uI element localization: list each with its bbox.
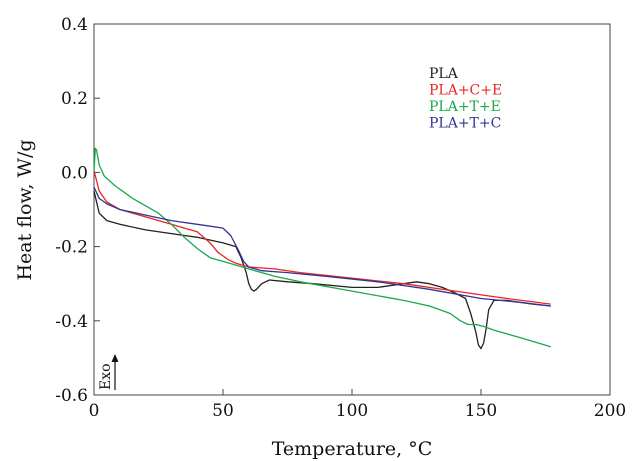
exo-label: Exo bbox=[98, 363, 114, 390]
x-tick-label: 50 bbox=[212, 401, 234, 421]
series-lines bbox=[93, 147, 551, 350]
plot-frame bbox=[93, 23, 611, 396]
legend-entry: PLA+C+E bbox=[429, 83, 502, 99]
y-tick-label: 0.2 bbox=[61, 89, 88, 109]
series-line-pla-t-c bbox=[93, 186, 551, 307]
legend-entry: PLA+T+E bbox=[429, 99, 501, 115]
y-tick-label: -0.4 bbox=[55, 312, 88, 332]
axis-ticks: 0 50 100 150 200 0.4 0.2 0.0 -0.2 -0.4 -0.6 bbox=[55, 15, 626, 421]
x-tick-label: 0 bbox=[89, 401, 100, 421]
series-line-pla bbox=[93, 190, 551, 350]
exo-arrow-icon bbox=[111, 354, 119, 362]
x-tick-label: 150 bbox=[465, 401, 497, 421]
x-tick-label: 200 bbox=[594, 401, 626, 421]
y-tick-label: 0.0 bbox=[61, 163, 88, 183]
x-tick-label: 100 bbox=[336, 401, 368, 421]
exo-indicator: Exo bbox=[98, 354, 119, 390]
legend-entry: PLA bbox=[429, 66, 459, 82]
y-tick-label: 0.4 bbox=[61, 15, 88, 35]
legend-entry: PLA+T+C bbox=[429, 116, 501, 132]
y-axis-title: Heat flow, W/g bbox=[14, 139, 36, 280]
series-line-pla-t-e bbox=[93, 147, 551, 348]
y-tick-label: -0.2 bbox=[55, 238, 88, 258]
y-tick-label: -0.6 bbox=[55, 386, 88, 406]
x-axis-title: Temperature, °C bbox=[272, 438, 433, 460]
